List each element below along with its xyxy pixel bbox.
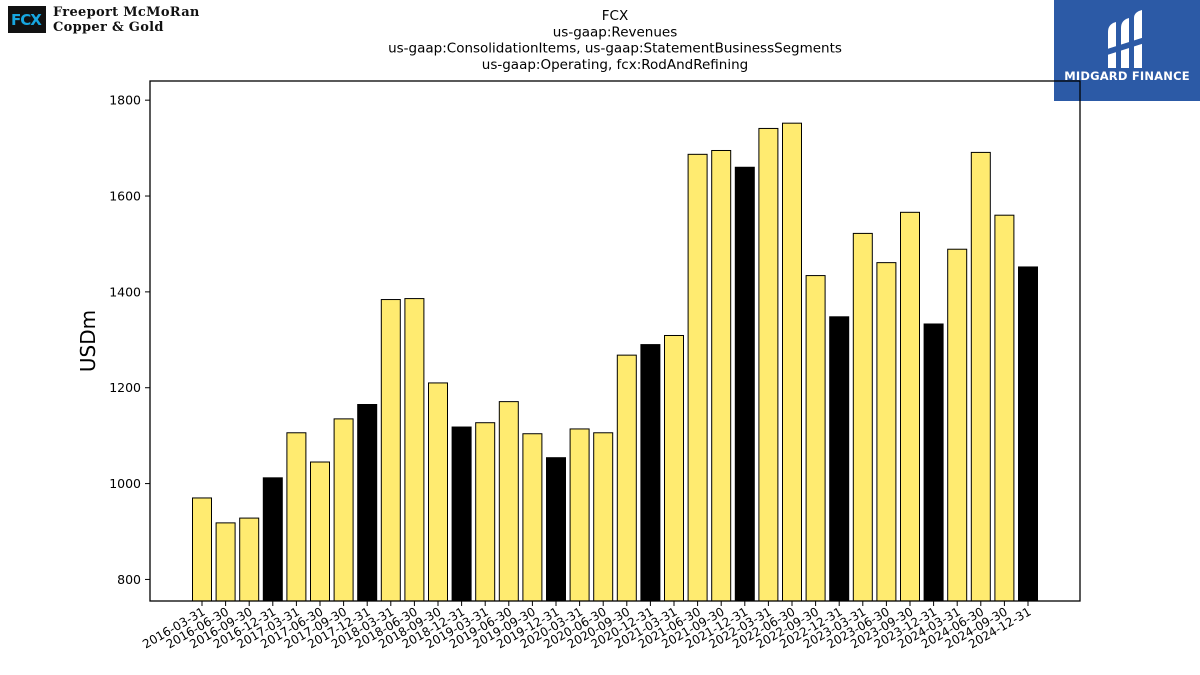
bar-2016-12-31 (262, 477, 283, 602)
bar-2019-09-30 (522, 433, 543, 602)
bar-2023-09-30 (900, 211, 920, 602)
bar-2017-03-31 (286, 432, 307, 602)
bar-2016-03-31 (192, 497, 212, 602)
midgard-finance-logo: MIDGARD FINANCE (1054, 0, 1200, 101)
midgard-logo-text: MIDGARD FINANCE (1064, 69, 1190, 83)
title-line-3: us-gaap:ConsolidationItems, us-gaap:Stat… (388, 41, 842, 57)
bar-2020-09-30 (616, 354, 637, 602)
bar-2020-12-31 (640, 344, 661, 602)
bar-2018-03-31 (380, 299, 401, 602)
y-axis: 800 1000 1200 1400 1600 1800 (109, 93, 150, 587)
freeport-mcmoran-logo: FCX Freeport McMoRan Copper & Gold (8, 5, 228, 38)
y-tick-label-1000: 1000 (109, 476, 141, 491)
title-line-4: us-gaap:Operating, fcx:RodAndRefining (482, 57, 748, 73)
bar-2021-09-30 (711, 149, 732, 602)
bar-2020-03-31 (569, 428, 590, 602)
bar-2018-06-30 (404, 298, 425, 602)
bar-2022-09-30 (805, 275, 826, 602)
midgard-logo-icon (1104, 10, 1148, 68)
y-axis-label: USDm (76, 310, 100, 372)
y-tick-label-1600: 1600 (109, 189, 141, 204)
bar-2017-06-30 (310, 461, 330, 602)
logo-line-1: Freeport McMoRan (53, 5, 200, 20)
bar-2017-09-30 (333, 418, 354, 602)
chart-title: FCXus-gaap:Revenuesus-gaap:Consolidation… (388, 8, 842, 73)
bar-2022-06-30 (782, 122, 802, 602)
y-tick-label-1200: 1200 (109, 380, 141, 395)
bar-2024-03-31 (947, 248, 968, 602)
title-line-1: FCX (602, 8, 628, 24)
bar-2019-03-31 (475, 422, 496, 602)
bar-2021-06-30 (687, 153, 708, 602)
bar-2016-09-30 (239, 517, 260, 602)
y-tick-label-1400: 1400 (109, 284, 141, 299)
bar-2024-09-30 (994, 214, 1015, 602)
bar-2019-12-31 (546, 457, 566, 602)
y-tick-label-1800: 1800 (109, 93, 141, 108)
title-line-2: us-gaap:Revenues (553, 24, 678, 40)
y-tick-label-800: 800 (117, 572, 141, 587)
bar-2024-12-31 (1018, 266, 1038, 602)
bar-2024-06-30 (970, 151, 991, 602)
plot-frame (149, 80, 1081, 602)
bars (192, 122, 1038, 602)
bar-2021-03-31 (664, 334, 684, 602)
fcx-logo-mark: FCX (8, 6, 46, 33)
bar-2022-12-31 (829, 316, 850, 602)
x-axis: 2016-03-312016-06-302016-09-302016-12-31… (140, 601, 1034, 651)
bar-2023-03-31 (852, 232, 873, 602)
bar-2018-12-31 (451, 426, 472, 602)
bar-2021-12-31 (734, 166, 755, 602)
bar-2022-03-31 (758, 127, 779, 602)
bar-2020-06-30 (593, 432, 614, 602)
bar-2023-12-31 (923, 323, 944, 602)
bar-2023-06-30 (876, 262, 897, 602)
bar-2016-06-30 (215, 522, 236, 602)
bar-2019-06-30 (498, 401, 519, 602)
logo-line-2: Copper & Gold (53, 20, 164, 35)
bar-2018-09-30 (428, 382, 448, 602)
bar-2017-12-31 (357, 404, 378, 602)
